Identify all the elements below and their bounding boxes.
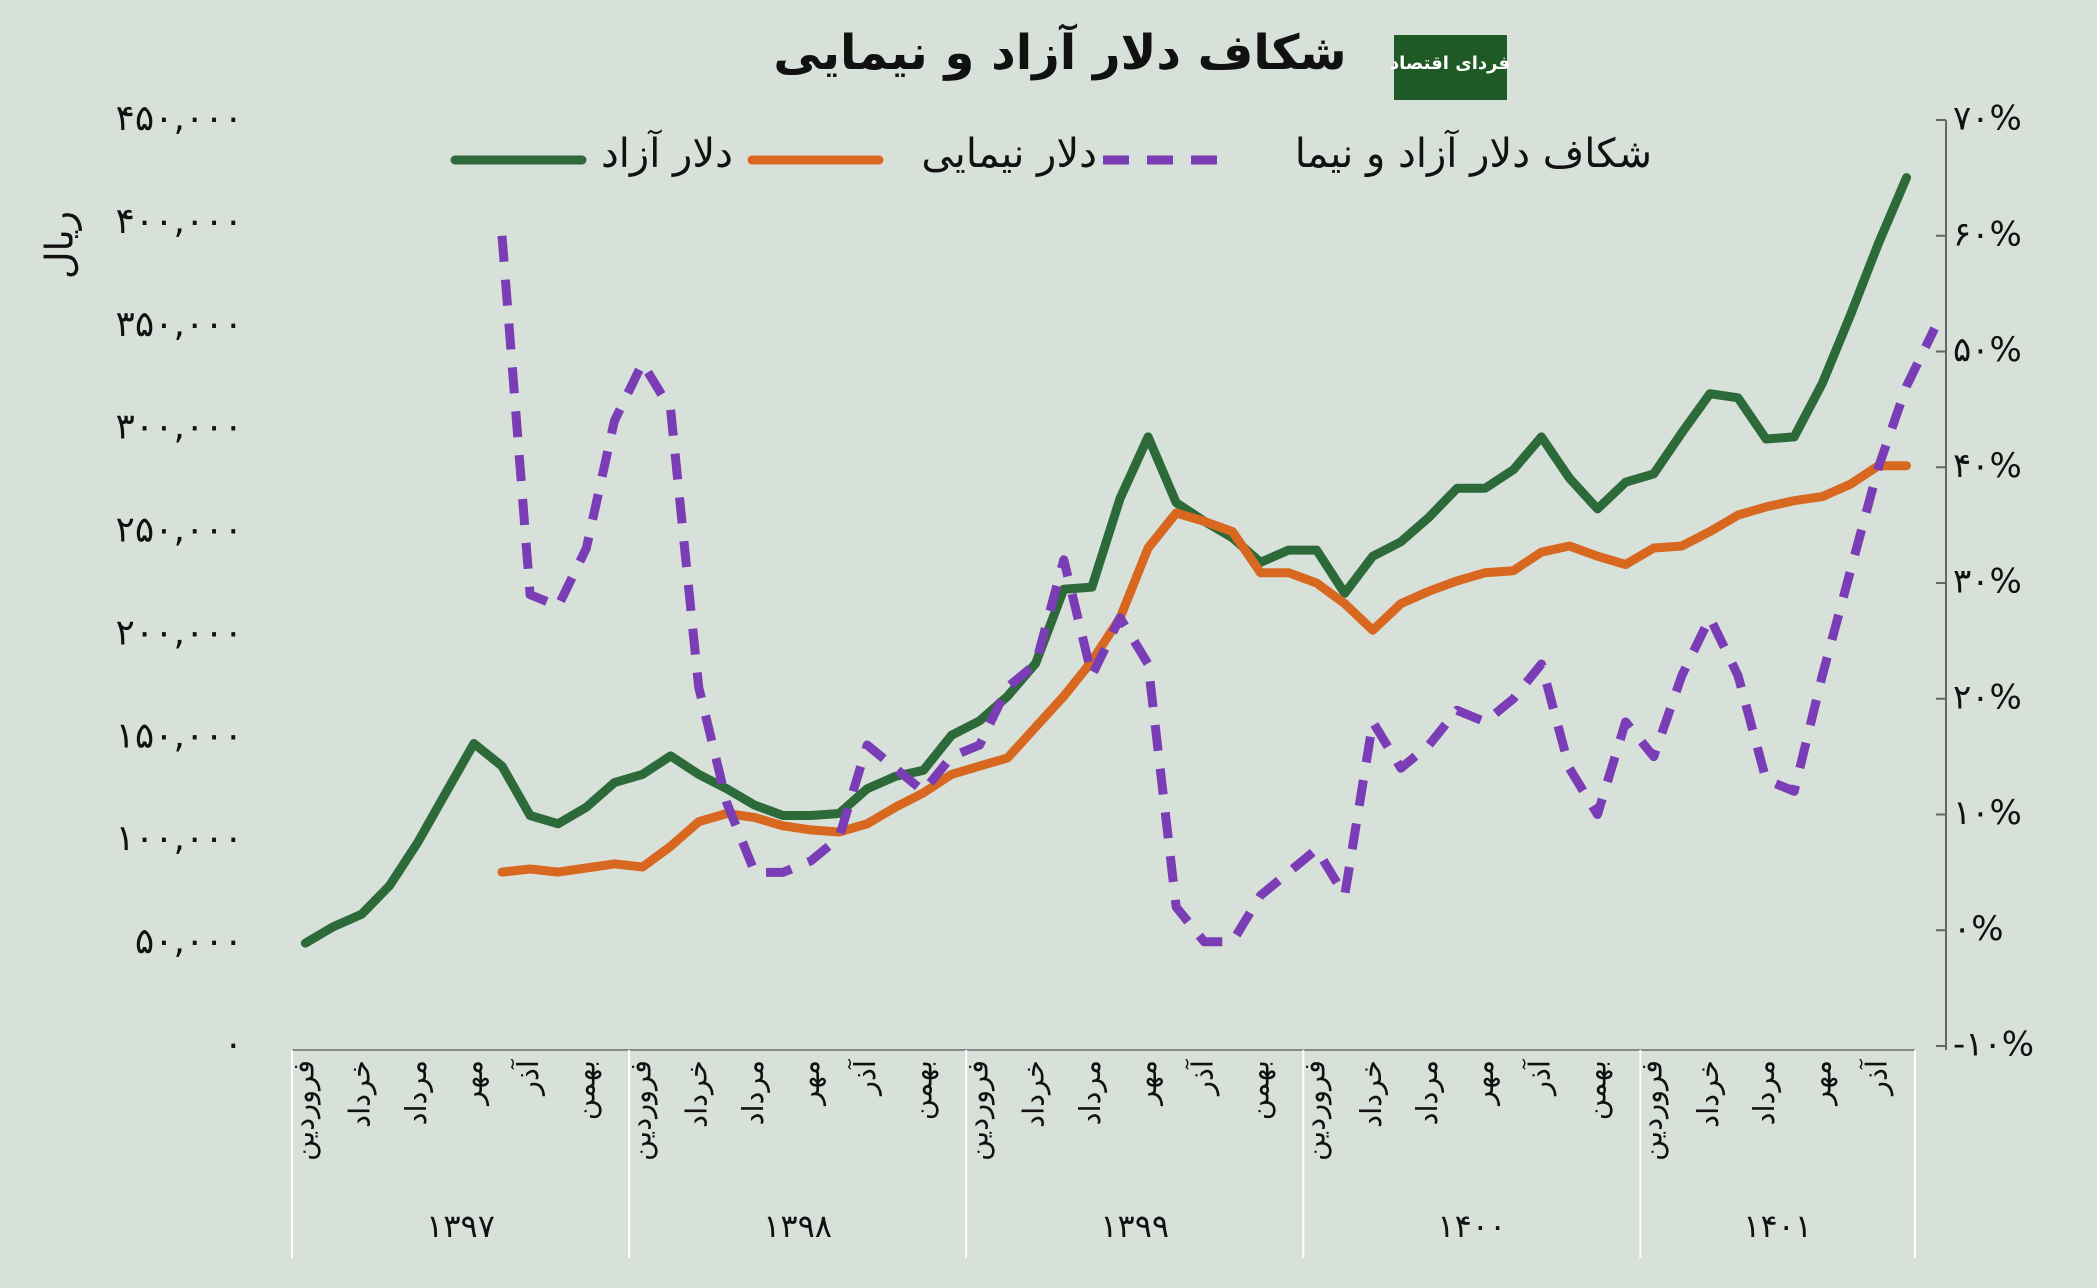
y-tick-label: ۲۰۰,۰۰۰: [116, 612, 243, 653]
series-line: [497, 461, 1911, 877]
y2-tick-label: -۱۰%: [1953, 1025, 2034, 1065]
y-tick-label: ۳۰۰,۰۰۰: [116, 407, 243, 448]
y-tick-label: ۱۰۰,۰۰۰: [116, 818, 243, 859]
series-line: [300, 173, 1911, 948]
series-line: [497, 235, 1939, 947]
y-tick-label: ۴۵۰,۰۰۰: [116, 98, 243, 139]
y-tick-label: ۳۵۰,۰۰۰: [116, 304, 243, 345]
x-tick-label: آذر: [847, 1058, 882, 1097]
y-tick-label: ۲۵۰,۰۰۰: [116, 510, 243, 551]
y-tick-label: ۵۰,۰۰۰: [135, 921, 243, 962]
y2-tick-label: ۵۰%: [1953, 330, 2022, 370]
x-tick-label: آذر: [510, 1058, 545, 1097]
year-label: ۱۴۰۰: [1437, 1207, 1506, 1245]
x-tick-label: خرداد: [343, 1060, 377, 1128]
y2-tick-label: ۲۰%: [1953, 677, 2022, 717]
y-tick-label: ۰: [224, 1024, 243, 1065]
x-tick-label: خرداد: [1691, 1060, 1725, 1128]
legend-label: شکاف دلار آزاد و نیما: [1295, 129, 1652, 177]
y2-tick-label: ۶۰%: [1953, 214, 2022, 254]
logo: [1394, 35, 1507, 100]
x-tick-label: خرداد: [680, 1060, 714, 1128]
x-tick-label: بهمن: [1579, 1060, 1613, 1120]
x-tick-label: بهمن: [904, 1060, 938, 1120]
y2-tick-label: ۳۰%: [1953, 562, 2022, 602]
x-tick-label: مرداد: [1410, 1060, 1444, 1125]
y-tick-label: ۴۰۰,۰۰۰: [116, 201, 243, 242]
x-tick-label: آذر: [1184, 1058, 1219, 1097]
x-tick-label: بهمن: [1241, 1060, 1275, 1120]
x-tick-label: مرداد: [736, 1060, 770, 1125]
y2-tick-label: ۰%: [1953, 909, 2004, 949]
y-tick-label: ۱۵۰,۰۰۰: [116, 715, 243, 756]
x-tick-label: بهمن: [567, 1060, 601, 1120]
year-label: ۱۳۹۸: [763, 1207, 832, 1245]
x-tick-label: آذر: [1521, 1058, 1556, 1097]
year-label: ۱۳۹۷: [426, 1207, 495, 1245]
chart-title: شکاف دلار آزاد و نیمایی: [773, 23, 1346, 81]
x-tick-label: مهر: [792, 1060, 826, 1107]
x-tick-label: مرداد: [1073, 1060, 1107, 1125]
y2-tick-label: ۷۰%: [1953, 99, 2022, 139]
x-tick-label: مرداد: [399, 1060, 433, 1125]
x-tick-label: مهر: [1129, 1060, 1163, 1107]
x-tick-label: مهر: [1803, 1060, 1837, 1107]
y2-tick-label: ۴۰%: [1953, 446, 2022, 486]
x-tick-label: مرداد: [1747, 1060, 1781, 1125]
x-tick-label: مهر: [455, 1060, 489, 1107]
y-axis-label: ریال: [38, 211, 82, 279]
x-tick-label: مهر: [1466, 1060, 1500, 1107]
legend-label: دلار آزاد: [601, 129, 733, 177]
year-label: ۱۴۰۱: [1743, 1207, 1812, 1245]
y2-tick-label: ۱۰%: [1953, 793, 2022, 833]
x-tick-label: آذر: [1858, 1058, 1893, 1097]
x-tick-label: خرداد: [1354, 1060, 1388, 1128]
x-tick-label: خرداد: [1017, 1060, 1051, 1128]
legend-label: دلار نیمایی: [921, 131, 1097, 177]
logo-text: فردای اقتصاد: [1390, 53, 1510, 74]
year-label: ۱۳۹۹: [1100, 1207, 1169, 1245]
